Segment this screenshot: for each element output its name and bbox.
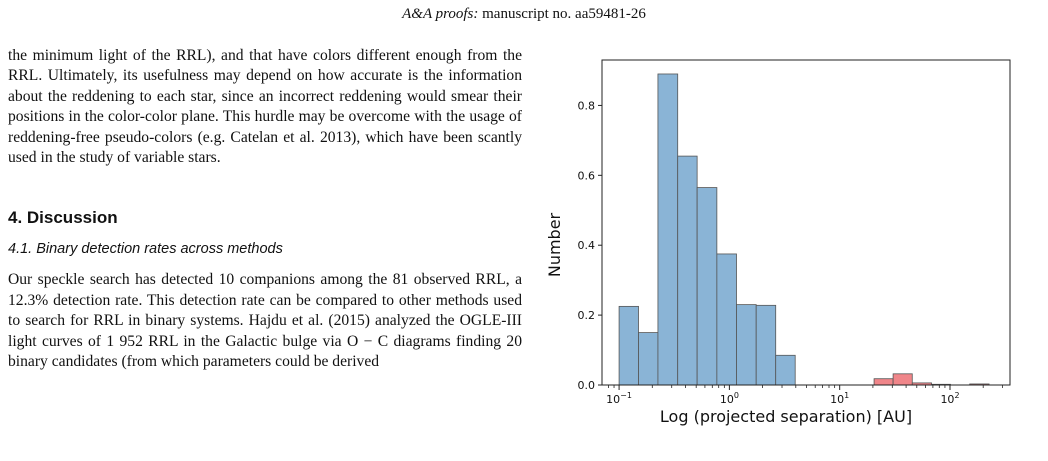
histogram-figure: 0.0 0.2 0.4 0.6 0.8 10−1 100 101 102 Log (projec… <box>540 50 1040 450</box>
subsection-heading: 4.1. Binary detection rates across metho… <box>8 241 283 258</box>
y-tick-label: 0.4 <box>578 239 596 252</box>
body-paragraph: the minimum light of the RRL), and that … <box>8 47 522 167</box>
x-tick-label: 102 <box>940 391 959 406</box>
y-tick-label: 0.0 <box>578 379 596 392</box>
histogram-bar <box>696 187 718 386</box>
plot-frame <box>601 59 1011 386</box>
section-heading: 4. Discussion <box>8 208 118 228</box>
x-tick-label: 10−1 <box>606 391 632 406</box>
running-head: A&A proofs: manuscript no. aa59481-26 <box>0 6 1048 23</box>
manuscript-number: manuscript no. aa59481-26 <box>478 6 646 22</box>
y-tick-label: 0.6 <box>578 169 596 182</box>
histogram-bar <box>736 304 757 386</box>
journal-name: A&A proofs: <box>402 6 479 22</box>
y-tick-label: 0.2 <box>578 309 596 322</box>
histogram-bar <box>775 354 796 386</box>
x-tick-label: 100 <box>720 391 739 406</box>
histogram-bar <box>657 73 679 386</box>
histogram-bar <box>892 373 913 386</box>
histogram-bar <box>755 304 777 386</box>
histogram-bar <box>638 332 659 386</box>
histogram-chart: 0.0 0.2 0.4 0.6 0.8 10−1 100 101 102 Log (projec… <box>545 59 1011 426</box>
x-tick-label: 101 <box>830 391 849 406</box>
histogram-bar <box>618 305 639 386</box>
body-paragraph-2: Our speckle search has detected 10 compa… <box>8 271 522 371</box>
histogram-bar <box>873 378 894 386</box>
x-axis-label: Log (projected separation) [AU] <box>660 407 912 426</box>
y-axis-label: Number <box>545 212 564 277</box>
text-column: the minimum light of the RRL), and that … <box>8 46 522 372</box>
y-tick-label: 0.8 <box>578 99 596 112</box>
bars-group <box>618 73 990 386</box>
histogram-bar <box>677 155 698 386</box>
histogram-bar <box>716 253 737 386</box>
axes-group: 0.0 0.2 0.4 0.6 0.8 10−1 100 101 102 <box>578 59 1011 406</box>
